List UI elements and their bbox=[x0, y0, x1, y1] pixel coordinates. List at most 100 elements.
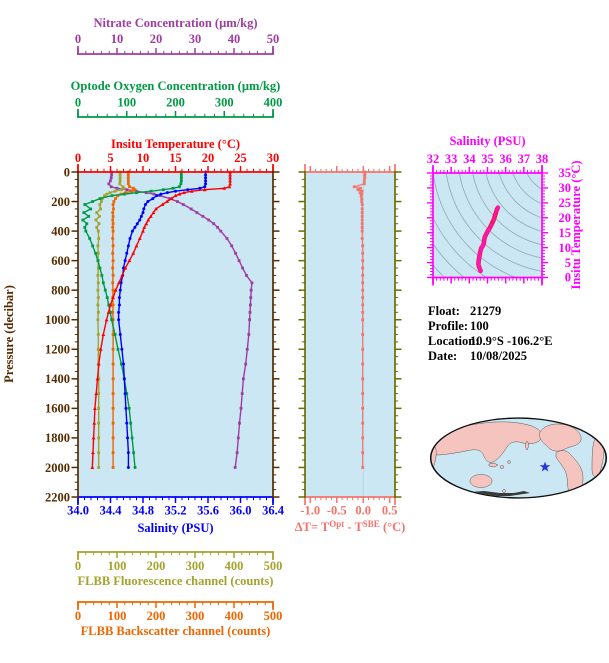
svg-text:300: 300 bbox=[186, 559, 205, 573]
svg-text:0: 0 bbox=[75, 559, 81, 573]
info-float-line: Float: 21279 bbox=[428, 304, 501, 318]
ts-plot-area bbox=[433, 173, 542, 278]
profile-delta-t bbox=[352, 170, 367, 469]
nitrate-ruler bbox=[77, 46, 274, 55]
ts-right-axis bbox=[541, 172, 548, 279]
svg-text:10: 10 bbox=[111, 32, 124, 46]
axes-and-ticks bbox=[71, 46, 548, 610]
svg-text:200: 200 bbox=[147, 609, 166, 623]
info-location-label: Location: bbox=[428, 334, 479, 348]
delta-title-part: (°C) bbox=[380, 520, 405, 534]
svg-text:100: 100 bbox=[108, 559, 127, 573]
world-map bbox=[429, 417, 608, 499]
svg-text:5: 5 bbox=[565, 256, 571, 270]
svg-text:36: 36 bbox=[499, 152, 512, 166]
svg-text:0: 0 bbox=[565, 271, 571, 285]
svg-text:500: 500 bbox=[264, 609, 283, 623]
info-profile-value: 100 bbox=[470, 319, 489, 333]
backscatter-tick-labels: 0 100 200 300 400 500 bbox=[75, 609, 283, 623]
svg-text:35.2: 35.2 bbox=[165, 504, 187, 518]
svg-text:-0.5: -0.5 bbox=[327, 504, 347, 518]
svg-text:0.0: 0.0 bbox=[355, 504, 371, 518]
delta-t-axis-title: ΔT= TOpt - TSBE (°C) bbox=[295, 519, 406, 534]
svg-text:30: 30 bbox=[559, 181, 572, 195]
svg-text:200: 200 bbox=[166, 96, 185, 110]
info-date-line: Date: 10/08/2025 bbox=[428, 349, 527, 363]
svg-text:35: 35 bbox=[481, 152, 494, 166]
oxygen-axis-title: Optode Oxygen Concentration (µm/kg) bbox=[71, 79, 281, 93]
salinity-axis-title: Salinity (PSU) bbox=[137, 521, 213, 535]
svg-text:10: 10 bbox=[559, 241, 572, 255]
oxygen-ruler bbox=[77, 109, 274, 118]
fluorescence-ruler bbox=[77, 551, 274, 560]
svg-text:25: 25 bbox=[559, 196, 572, 210]
svg-text:33: 33 bbox=[445, 152, 458, 166]
svg-text:1600: 1600 bbox=[45, 402, 70, 416]
svg-text:600: 600 bbox=[51, 254, 70, 268]
svg-text:20: 20 bbox=[559, 211, 572, 225]
map-land-island bbox=[500, 465, 504, 469]
delta-plot-area bbox=[305, 172, 395, 497]
ts-curve bbox=[476, 205, 501, 274]
svg-text:2000: 2000 bbox=[45, 461, 70, 475]
svg-text:1400: 1400 bbox=[45, 372, 70, 386]
svg-text:400: 400 bbox=[225, 609, 244, 623]
svg-text:30: 30 bbox=[189, 32, 202, 46]
delta-title-sup-sbe: SBE bbox=[363, 519, 380, 529]
svg-text:50: 50 bbox=[267, 32, 280, 46]
map-land-island bbox=[507, 460, 511, 464]
temperature-axis-title: Insitu Temperature (°C) bbox=[111, 137, 240, 151]
svg-text:400: 400 bbox=[264, 96, 283, 110]
svg-text:500: 500 bbox=[264, 559, 283, 573]
svg-text:400: 400 bbox=[51, 224, 70, 238]
delta-title-part: - T bbox=[344, 520, 363, 534]
map-land-africa-left bbox=[431, 445, 437, 470]
svg-text:20: 20 bbox=[202, 151, 215, 165]
svg-text:1000: 1000 bbox=[45, 313, 70, 327]
svg-text:10: 10 bbox=[137, 151, 150, 165]
svg-text:0: 0 bbox=[75, 96, 81, 110]
ts-left-axis bbox=[427, 172, 434, 279]
plot-backgrounds bbox=[78, 172, 542, 497]
info-location-value: 10.9°S -106.2°E bbox=[470, 334, 553, 348]
svg-text:800: 800 bbox=[51, 283, 70, 297]
ts-temperature-axis-title: Insitu Temperature (°C) bbox=[569, 160, 583, 289]
svg-text:35: 35 bbox=[559, 166, 572, 180]
svg-text:300: 300 bbox=[215, 96, 234, 110]
delta-top-axis bbox=[304, 164, 396, 173]
oxygen-tick-labels: 0 100 200 300 400 bbox=[75, 96, 283, 110]
svg-text:34.8: 34.8 bbox=[132, 504, 154, 518]
delta-tick-labels: -1.0 -0.5 0.0 0.5 bbox=[300, 504, 397, 518]
fluorescence-axis-title: FLBB Fluorescence channel (counts) bbox=[78, 574, 274, 588]
map-land-indonesia bbox=[488, 462, 499, 468]
svg-text:32: 32 bbox=[427, 152, 440, 166]
pressure-axis-title: Pressure (decibar) bbox=[2, 285, 16, 383]
ts-top-axis bbox=[432, 165, 543, 174]
info-location-line: Location:10.9°S -106.2°E bbox=[428, 334, 553, 348]
temperature-top-axis bbox=[77, 164, 274, 173]
svg-text:0: 0 bbox=[75, 32, 81, 46]
pressure-right-axis bbox=[272, 171, 280, 498]
svg-text:1200: 1200 bbox=[45, 343, 70, 357]
svg-text:35.6: 35.6 bbox=[197, 504, 219, 518]
main-profile-plot bbox=[81, 170, 254, 469]
ts-diagram-panel bbox=[433, 173, 542, 278]
ts-salinity-axis-title: Salinity (PSU) bbox=[449, 134, 525, 148]
ts-salinity-tick-labels: 32 33 34 35 36 37 38 bbox=[427, 152, 549, 166]
svg-text:400: 400 bbox=[225, 559, 244, 573]
salinity-tick-labels: 34.0 34.4 34.8 35.2 35.6 36.0 36.4 bbox=[67, 504, 285, 518]
nitrate-tick-labels: 0 10 20 30 40 50 bbox=[75, 32, 279, 46]
fluorescence-tick-labels: 0 100 200 300 400 500 bbox=[75, 559, 283, 573]
info-date-label: Date: bbox=[428, 349, 457, 363]
delta-bottom-axis bbox=[304, 496, 396, 505]
info-profile-line: Profile: 100 bbox=[428, 319, 489, 333]
map-land-japan bbox=[525, 440, 529, 451]
svg-text:300: 300 bbox=[186, 609, 205, 623]
svg-text:34.4: 34.4 bbox=[100, 504, 123, 518]
svg-text:100: 100 bbox=[117, 96, 136, 110]
svg-text:0: 0 bbox=[64, 165, 70, 179]
map-land bbox=[431, 420, 605, 496]
delta-title-part: ΔT= T bbox=[295, 520, 330, 534]
info-float-label: Float: bbox=[428, 304, 460, 318]
